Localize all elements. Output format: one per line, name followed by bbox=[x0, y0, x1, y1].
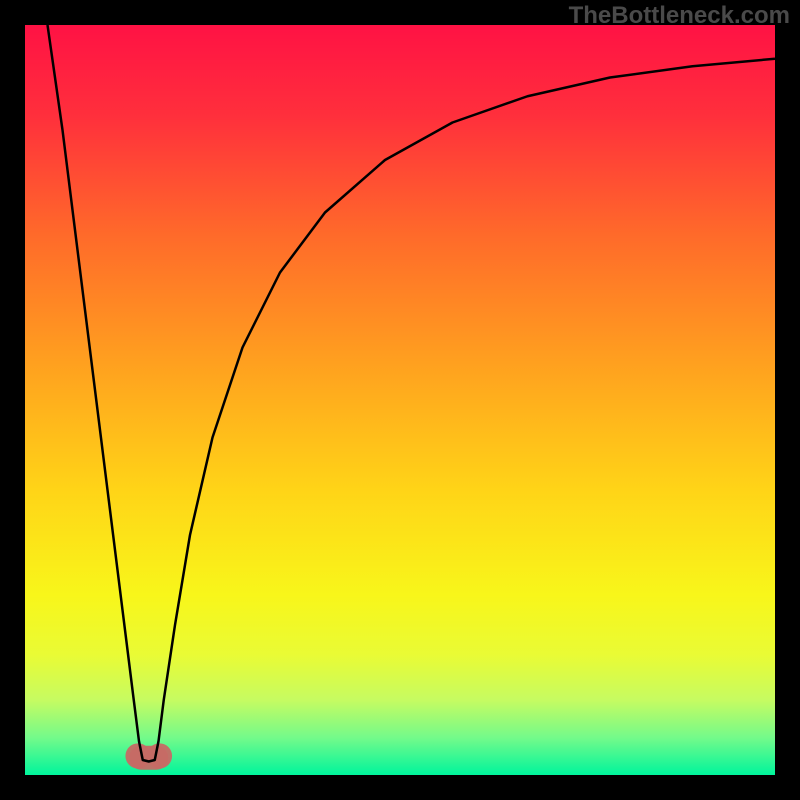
minimum-marker bbox=[125, 743, 172, 769]
chart-container: TheBottleneck.com bbox=[0, 0, 800, 800]
plot-background-gradient bbox=[25, 25, 775, 775]
bottleneck-chart bbox=[0, 0, 800, 800]
